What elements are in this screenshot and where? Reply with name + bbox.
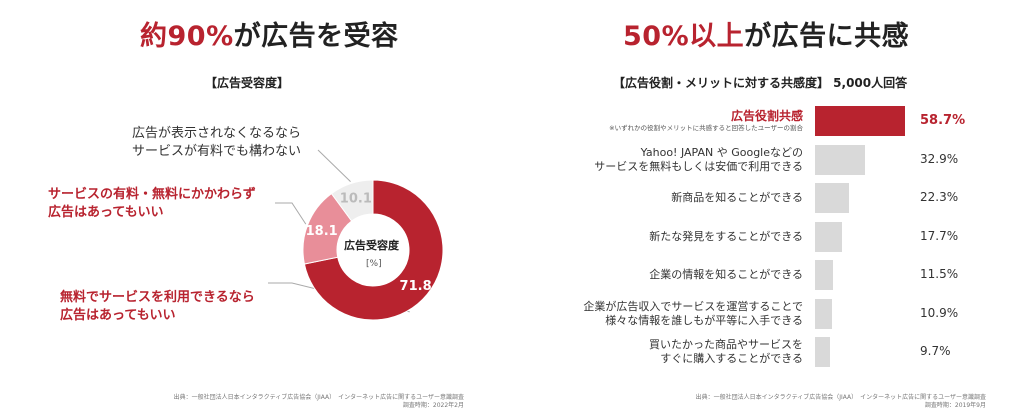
donut-note-paid-ok-line1: 広告が表示されなくなるなら: [132, 126, 302, 141]
donut-note-free-ok-line2: 広告はあってもいい: [60, 308, 176, 323]
bar-equal-access: [815, 298, 832, 329]
donut-note-either-ok-line1: サービスの有料・無料にかかわらず: [48, 187, 256, 202]
donut-label-paid-ok: 10.1: [340, 192, 372, 207]
donut-slice-free-ok: [303, 179, 444, 321]
left-source-line2: 調査時期：2022年2月: [402, 402, 464, 409]
bar-free-services: [815, 144, 866, 175]
bar-company-info-label: 企業の情報を知ることができる: [649, 268, 803, 282]
bar-new-discoveries: [815, 221, 843, 252]
right-headline-rest: が広告に共感: [744, 21, 910, 52]
left-source-line1: 出典：一般社団法人日本インタラクティブ広告協会（JIAA） インターネット広告に…: [173, 394, 464, 401]
left-subtitle: 【広告受容度】: [205, 76, 290, 90]
bar-equal-access-label: 企業が広告収入でサービスを運営することで 様々な情報を誰しもが平等に入手できる: [583, 300, 803, 328]
right-headline-accent: 50%以上: [623, 21, 745, 52]
donut-leader-paid-ok: [317, 149, 351, 182]
bar-company-info-value: 11.5%: [920, 267, 959, 281]
donut-center-title: 広告受容度: [344, 239, 399, 252]
bar-instant-purchase-value: 9.7%: [920, 344, 951, 358]
bar-new-products-value: 22.3%: [920, 190, 959, 204]
bar-equal-access-value: 10.9%: [920, 305, 959, 320]
donut-slices: [302, 179, 444, 321]
bar-ad-role-empathy-note: ※いずれかの役割やメリットに共感すると回答したユーザーの割合: [609, 124, 803, 132]
bar-new-discoveries-value: 17.7%: [920, 228, 959, 243]
right-source-line1: 出典：一般社団法人日本インタラクティブ広告協会（JIAA） インターネット広告に…: [695, 394, 986, 401]
bar-instant-purchase-label: 買いたかった商品やサービスを すぐに購入することができる: [649, 338, 803, 366]
donut-note-paid-ok-line2: サービスが有料でも構わない: [132, 144, 302, 159]
bar-company-info: [815, 260, 833, 290]
bar-free-services-label-line1: Yahoo! JAPAN や Googleなどの: [640, 145, 803, 159]
bar-ad-role-empathy: [815, 106, 905, 136]
right-subtitle: 【広告役割・メリットに対する共感度】 5,000人回答: [613, 76, 908, 90]
bar-new-discoveries-label-line1: 新たな発見をすることができる: [649, 229, 803, 243]
donut-note-paid-ok: 広告が表示されなくなるなら サービスが有料でも構わない: [132, 125, 301, 161]
bar-free-services-label-line2: サービスを無料もしくは安価で利用できる: [594, 159, 803, 173]
bar-equal-access-label-line1: 企業が広告収入でサービスを運営することで: [583, 299, 803, 313]
donut-value-labels: 71.8 18.1 10.1: [306, 192, 432, 294]
bar-new-products: [815, 183, 850, 213]
donut-label-free-ok: 71.8: [400, 279, 432, 294]
donut-leader-either-ok: [275, 202, 307, 225]
bar-instant-purchase-label-line2: すぐに購入することができる: [660, 352, 803, 365]
donut-note-free-ok: 無料でサービスを利用できるなら 広告はあってもいい: [60, 289, 255, 325]
donut-chart: 71.8 18.1 10.1: [268, 149, 444, 321]
donut-label-either-ok: 18.1: [306, 224, 338, 239]
left-headline: 約90%が広告を受容: [140, 14, 399, 53]
right-source-line2: 調査時期：2019年9月: [924, 402, 986, 409]
left-source: 出典：一般社団法人日本インタラクティブ広告協会（JIAA） インターネット広告に…: [174, 394, 464, 410]
donut-note-free-ok-line1: 無料でサービスを利用できるなら: [60, 290, 255, 305]
right-source: 出典：一般社団法人日本インタラクティブ広告協会（JIAA） インターネット広告に…: [696, 394, 986, 410]
bar-company-info-label-line1: 企業の情報を知ることができる: [649, 268, 803, 281]
bar-instant-purchase-label-line1: 買いたかった商品やサービスを: [649, 338, 803, 351]
left-headline-accent: 約90%: [140, 21, 234, 52]
right-headline: 50%以上が広告に共感: [623, 14, 909, 53]
bar-equal-access-label-line2: 様々な情報を誰しもが平等に入手できる: [605, 313, 803, 327]
bar-free-services-label: Yahoo! JAPAN や Googleなどの サービスを無料もしくは安価で利用…: [594, 146, 803, 174]
bar-new-discoveries-label: 新たな発見をすることができる: [649, 230, 803, 244]
bar-ad-role-empathy-value: 58.7%: [920, 113, 966, 128]
bar-free-services-value: 32.9%: [920, 151, 959, 166]
left-headline-rest: が広告を受容: [233, 21, 399, 52]
donut-slice-paid-ok: [330, 179, 374, 222]
donut-note-either-ok-line2: 広告はあってもいい: [48, 205, 164, 220]
bar-new-products-label-line1: 新商品を知ることができる: [671, 191, 803, 204]
bar-ad-role-empathy-label: 広告役割共感 ※いずれかの役割やメリットに共感すると回答したユーザーの割合: [609, 109, 803, 133]
bar-new-products-label: 新商品を知ることができる: [671, 191, 803, 205]
donut-center-unit: [%]: [366, 259, 382, 269]
bar-ad-role-empathy-label-line1: 広告役割共感: [730, 109, 803, 123]
donut-note-either-ok: サービスの有料・無料にかかわらず 広告はあってもいい: [48, 186, 256, 222]
bar-instant-purchase: [815, 337, 830, 367]
